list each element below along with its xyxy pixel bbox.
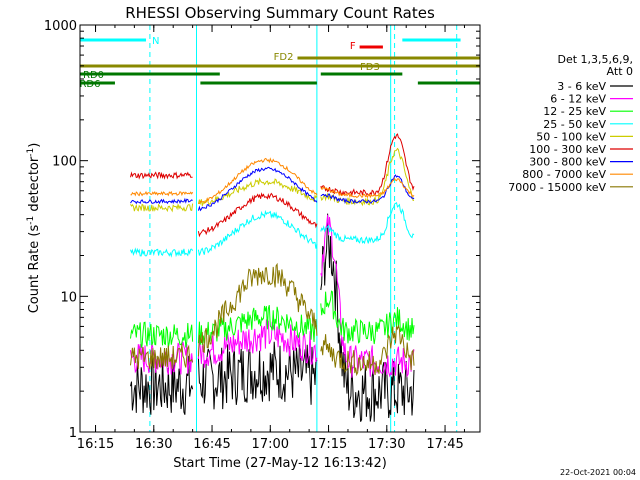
y-tick-label-1: 10 [60, 290, 77, 305]
axes: 16:15 16:30 16:45 17:00 17:15 17:30 17:45 1 10 10… [44, 19, 481, 452]
series-line-8 [130, 262, 415, 377]
flag-label-rd6: RD6 [79, 79, 100, 90]
x-tick-label-5: 17:30 [368, 437, 405, 452]
flag-label-f: F [350, 41, 356, 52]
legend-header-1: Att 0 [607, 65, 633, 78]
flag-label-fd3: FD3 [360, 62, 380, 73]
chart-title: RHESSI Observing Summary Count Rates [125, 4, 435, 22]
legend-label-4: 50 - 100 keV [536, 130, 606, 143]
y-label-close: ) [27, 143, 42, 148]
x-tick-label-4: 17:15 [310, 437, 347, 452]
series-line-7 [130, 157, 415, 205]
series-line-3 [130, 202, 415, 258]
plot-frame [79, 24, 481, 433]
legend-label-2: 12 - 25 keV [543, 105, 606, 118]
y-axis-label: Count Rate (s-1 detector-1) [26, 143, 42, 314]
y-label-end: detector [27, 156, 42, 216]
y-tick-label-2: 100 [52, 155, 77, 170]
legend-label-0: 3 - 6 keV [557, 80, 606, 93]
x-tick-label-1: 16:30 [135, 437, 172, 452]
y-label-sup-2: -1 [26, 148, 36, 157]
legend-label-1: 6 - 12 keV [550, 93, 606, 106]
legend-header-0: Det 1,3,5,6,9, [557, 53, 633, 66]
flag-label-n: N [152, 36, 159, 47]
x-tick-label-3: 17:00 [252, 437, 289, 452]
series-line-5 [130, 133, 415, 238]
x-axis-label: Start Time (27-May-12 16:13:42) [173, 456, 387, 471]
series-line-0 [130, 213, 415, 422]
legend-label-5: 100 - 300 keV [529, 143, 606, 156]
flag-label-fd2: FD2 [274, 52, 294, 63]
series-line-2 [130, 290, 415, 348]
x-tick-label-0: 16:15 [77, 437, 114, 452]
y-label-main: Count Rate (s [27, 225, 42, 314]
series-line-6 [130, 166, 415, 212]
flag-label-rd0: RD0 [83, 70, 104, 81]
x-tick-label-2: 16:45 [193, 437, 230, 452]
plot-area [79, 25, 458, 432]
legend-label-3: 25 - 50 keV [543, 118, 606, 131]
legend-label-8: 7000 - 15000 keV [508, 181, 606, 194]
y-tick-label-0: 1 [69, 426, 77, 441]
generated-timestamp: 22-Oct-2021 00:04 [560, 468, 636, 477]
x-tick-label-6: 17:45 [426, 437, 463, 452]
y-label-sup: -1 [26, 216, 36, 225]
y-tick-label-3: 1000 [44, 19, 77, 34]
legend-label-6: 300 - 800 keV [529, 156, 606, 169]
legend-label-7: 800 - 7000 keV [522, 168, 606, 181]
